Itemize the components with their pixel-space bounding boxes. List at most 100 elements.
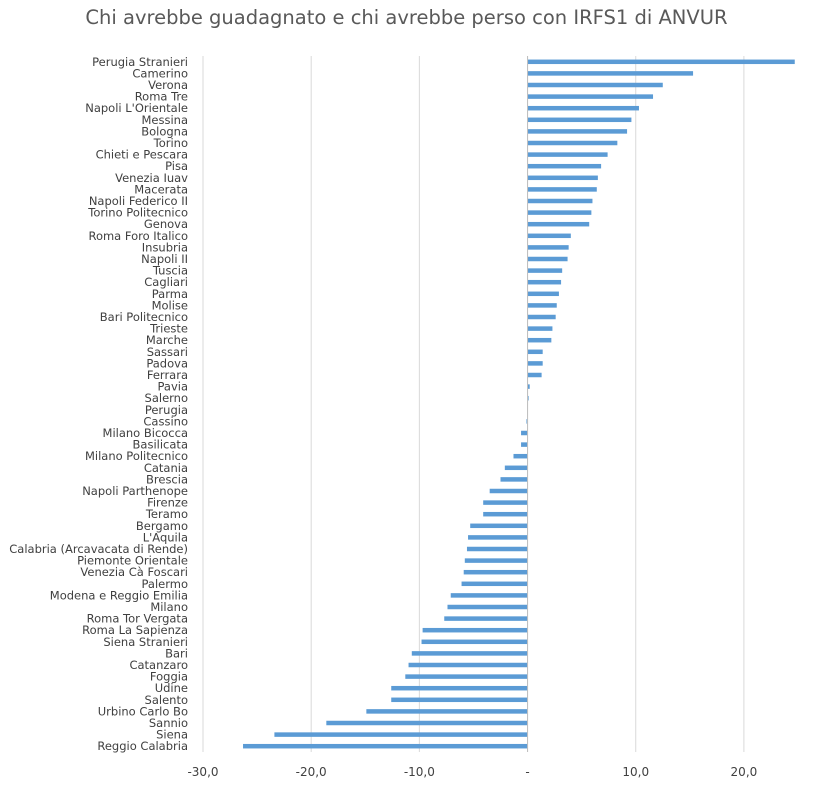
category-label: Pavia xyxy=(157,380,188,394)
bar xyxy=(527,233,571,239)
category-label: Insubria xyxy=(142,240,188,254)
x-tick-label: -20,0 xyxy=(296,765,327,779)
category-label: Trieste xyxy=(149,322,188,336)
category-label: Bari xyxy=(165,646,188,660)
bar xyxy=(483,511,528,517)
bar xyxy=(527,372,542,378)
category-label: Roma La Sapienza xyxy=(82,623,188,637)
category-label: Piemonte Orientale xyxy=(77,554,188,568)
category-label: Udine xyxy=(155,681,188,695)
category-label: Sassari xyxy=(147,345,188,359)
bar xyxy=(527,337,552,343)
bar xyxy=(366,709,528,714)
x-tick-label: - xyxy=(525,765,529,779)
chart-title: Chi avrebbe guadagnato e chi avrebbe per… xyxy=(85,6,728,29)
bar xyxy=(527,117,632,123)
bar xyxy=(527,163,602,169)
category-label: Parma xyxy=(152,287,188,301)
category-label: Roma Tre xyxy=(135,90,188,104)
bar xyxy=(444,616,528,621)
bar xyxy=(489,488,528,494)
category-label: Firenze xyxy=(147,496,188,510)
category-label: Molise xyxy=(152,298,188,312)
category-label: Catanzaro xyxy=(129,658,188,672)
bar xyxy=(463,569,528,575)
bar xyxy=(411,651,528,656)
bar xyxy=(521,442,528,447)
category-label: Padova xyxy=(146,356,188,370)
category-label: Bari Politecnico xyxy=(100,310,188,324)
bar xyxy=(527,140,618,146)
category-label: Reggio Calabria xyxy=(97,739,188,753)
category-label: Modena e Reggio Emilia xyxy=(50,588,188,602)
category-label: Messina xyxy=(141,113,188,127)
category-label: Genova xyxy=(144,217,188,231)
category-label: Catania xyxy=(144,461,188,475)
category-label: Siena Stranieri xyxy=(103,635,188,649)
category-label: Marche xyxy=(146,333,188,347)
bar xyxy=(527,105,639,111)
bar xyxy=(421,639,528,645)
bar xyxy=(527,291,559,297)
bar xyxy=(326,720,528,726)
bar xyxy=(527,71,694,76)
category-label: Foggia xyxy=(150,670,188,684)
category-label: Tuscia xyxy=(152,264,188,278)
category-label: Teramo xyxy=(145,507,188,521)
category-label: Cassino xyxy=(143,414,188,428)
bar xyxy=(470,523,528,529)
bar xyxy=(527,94,654,99)
category-label: Camerino xyxy=(132,66,188,80)
bar xyxy=(527,152,608,157)
bar xyxy=(527,384,530,389)
category-label: L'Aquila xyxy=(143,530,188,544)
category-label: Milano xyxy=(150,600,188,614)
category-label: Basilicata xyxy=(133,438,188,452)
bar xyxy=(500,477,528,482)
bar xyxy=(527,361,543,366)
x-tick-label: -30,0 xyxy=(187,765,218,779)
category-label: Cagliari xyxy=(144,275,188,289)
category-label: Milano Politecnico xyxy=(85,449,188,463)
category-label: Macerata xyxy=(134,182,188,196)
category-label: Venezia Cà Foscari xyxy=(80,565,188,579)
category-label: Chieti e Pescara xyxy=(96,148,188,162)
category-label: Napoli Federico II xyxy=(89,194,188,208)
bar xyxy=(405,674,528,679)
bar xyxy=(527,314,556,320)
bar xyxy=(461,581,528,587)
bar xyxy=(274,732,528,737)
bar xyxy=(527,221,590,227)
category-label: Napoli Parthenope xyxy=(82,484,188,498)
bar xyxy=(464,558,528,563)
category-label: Salento xyxy=(145,693,188,707)
bar xyxy=(527,256,568,262)
category-label: Brescia xyxy=(146,472,188,486)
bar xyxy=(527,175,598,181)
bar xyxy=(504,465,528,471)
bar xyxy=(527,129,628,134)
category-label: Bergamo xyxy=(136,519,188,533)
bar xyxy=(527,198,593,204)
category-label: Perugia xyxy=(145,403,188,417)
bar xyxy=(527,268,563,273)
bar xyxy=(527,303,557,308)
bar xyxy=(391,697,528,703)
category-label: Torino xyxy=(153,136,188,150)
category-label: Verona xyxy=(148,78,188,92)
bar xyxy=(527,349,543,355)
bar xyxy=(527,59,795,65)
category-label: Ferrara xyxy=(147,368,188,382)
category-label: Napoli L'Orientale xyxy=(85,101,188,115)
bar xyxy=(243,743,528,749)
bar xyxy=(526,419,528,424)
category-label: Pisa xyxy=(165,159,188,173)
bar xyxy=(527,82,663,88)
category-label: Milano Bicocca xyxy=(103,426,188,440)
category-label: Urbino Carlo Bo xyxy=(98,704,188,718)
bar xyxy=(450,593,528,598)
category-label: Siena xyxy=(156,728,188,742)
category-label: Venezia Iuav xyxy=(115,171,188,185)
